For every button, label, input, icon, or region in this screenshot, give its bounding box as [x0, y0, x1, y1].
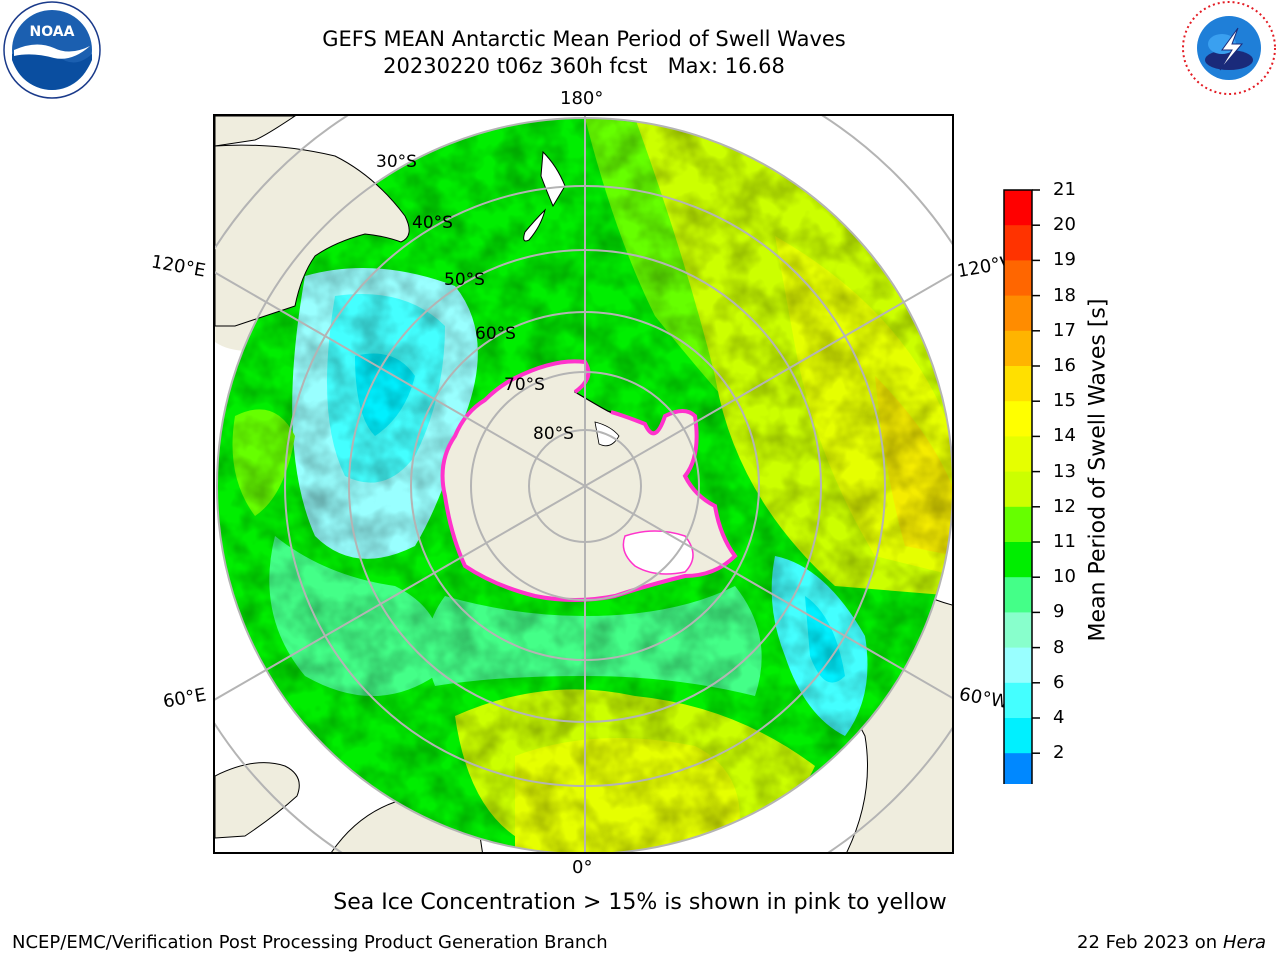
colorbar-tick-label: 21 — [1053, 179, 1076, 200]
swell-period-map — [215, 116, 952, 852]
lat-label-40s: 40°S — [412, 213, 453, 233]
colorbar-segment — [1004, 753, 1032, 784]
colorbar-segment — [1004, 471, 1032, 508]
colorbar-tick-label: 13 — [1053, 460, 1076, 482]
colorbar-tick-label: 15 — [1053, 390, 1076, 412]
lon-label-left-upper: 120°E — [149, 251, 208, 282]
colorbar-segment — [1004, 718, 1032, 754]
colorbar-segment — [1004, 260, 1032, 297]
colorbar-segment — [1004, 401, 1032, 437]
colorbar-tick-label: 4 — [1053, 707, 1065, 728]
nws-logo-icon — [1182, 1, 1276, 95]
map-title: GEFS MEAN Antarctic Mean Period of Swell… — [322, 27, 846, 51]
colorbar-segment — [1004, 577, 1032, 613]
colorbar-tick-label: 19 — [1053, 249, 1076, 271]
lon-label-left-lower: 60°E — [161, 684, 208, 713]
lat-label-60s: 60°S — [475, 324, 516, 344]
colorbar-tick-label: 10 — [1053, 566, 1076, 588]
lat-label-70s: 70°S — [504, 375, 545, 395]
map-panel — [213, 114, 954, 854]
colorbar-segment — [1004, 436, 1032, 473]
colorbar-segment — [1004, 295, 1032, 332]
colorbar-segment — [1004, 366, 1032, 402]
colorbar-segment — [1004, 647, 1032, 684]
colorbar-tick-label: 8 — [1053, 636, 1065, 658]
colorbar-tick-label: 9 — [1053, 601, 1065, 623]
colorbar — [1003, 189, 1040, 784]
lat-label-50s: 50°S — [444, 270, 485, 290]
colorbar-segment — [1004, 190, 1032, 226]
lat-label-30s: 30°S — [376, 152, 417, 172]
colorbar-segment — [1004, 612, 1032, 649]
noaa-logo: NOAA — [0, 0, 104, 100]
lon-label-bottom: 0° — [572, 857, 593, 878]
graticule — [215, 116, 952, 852]
date-value: 22 Feb 2023 on — [1077, 932, 1218, 953]
colorbar-segment — [1004, 330, 1032, 367]
colorbar-tick-label: 17 — [1053, 319, 1076, 341]
noaa-logo-icon: NOAA — [3, 1, 101, 99]
colorbar-segment — [1004, 225, 1032, 261]
lon-label-top: 180° — [560, 88, 604, 109]
nws-logo — [1178, 0, 1280, 100]
colorbar-tick-label: 18 — [1053, 284, 1076, 306]
colorbar-outline — [1003, 189, 1033, 784]
map-subtitle: 20230220 t06z 360h fcst Max: 16.68 — [383, 54, 785, 78]
colorbar-segment — [1004, 506, 1032, 543]
credit-text: NCEP/EMC/Verification Post Processing Pr… — [12, 932, 608, 953]
colorbar-tick-label: 14 — [1053, 425, 1076, 447]
colorbar-tick-label: 16 — [1053, 355, 1076, 376]
colorbar-tick-label: 11 — [1053, 531, 1076, 552]
date-text: 22 Feb 2023 on Hera — [1077, 932, 1266, 953]
colorbar-segment — [1004, 542, 1032, 578]
colorbar-segment — [1004, 682, 1032, 719]
colorbar-tick-label: 2 — [1053, 742, 1065, 764]
sea-ice-note: Sea Ice Concentration > 15% is shown in … — [333, 890, 947, 915]
colorbar-tick-label: 20 — [1053, 214, 1076, 236]
colorbar-tick-label: 12 — [1053, 495, 1076, 517]
colorbar-label: Mean Period of Swell Waves [s] — [1085, 298, 1111, 642]
australia — [215, 144, 410, 327]
noaa-logo-text: NOAA — [30, 24, 75, 40]
colorbar-tick-label: 6 — [1053, 671, 1065, 693]
machine-name: Hera — [1222, 932, 1266, 953]
lat-label-80s: 80°S — [533, 424, 574, 444]
